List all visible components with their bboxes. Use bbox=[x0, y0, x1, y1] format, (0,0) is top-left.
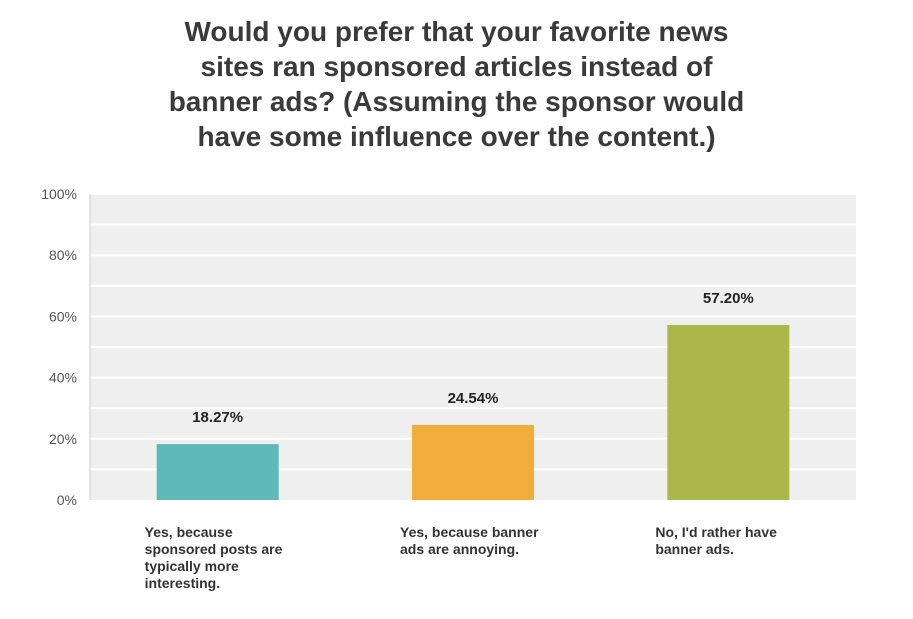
x-tick-label-line: Yes, because banner bbox=[400, 524, 539, 540]
y-tick-label: 100% bbox=[41, 186, 77, 202]
x-tick-label-line: ads are annoying. bbox=[400, 541, 520, 557]
bar bbox=[667, 324, 790, 500]
y-tick-label: 80% bbox=[49, 247, 77, 263]
y-tick-label: 60% bbox=[49, 308, 77, 324]
x-tick-label: Yes, because banner ads are annoying. bbox=[400, 524, 590, 558]
chart-title-line: have some influence over the content.) bbox=[197, 121, 716, 152]
chart-title-line: sites ran sponsored articles instead of bbox=[200, 51, 713, 82]
y-tick-label: 20% bbox=[49, 431, 77, 447]
x-tick-label: No, I'd rather have banner ads. bbox=[655, 524, 845, 558]
x-tick-label: Yes, because sponsored posts are typically… bbox=[145, 524, 335, 592]
data-label: 18.27% bbox=[192, 409, 243, 426]
chart-title-line: Would you prefer that your favorite news bbox=[184, 16, 729, 47]
x-tick-label-line: typically more bbox=[144, 558, 239, 574]
x-tick-label-line: No, I'd rather have bbox=[655, 524, 777, 540]
chart-title: Would you prefer that your favorite news… bbox=[0, 14, 913, 154]
bar bbox=[156, 444, 279, 500]
bar bbox=[412, 424, 534, 500]
x-tick-label-line: sponsored posts are bbox=[144, 541, 283, 557]
chart-title-line: banner ads? (Assuming the sponsor would bbox=[168, 86, 745, 117]
x-tick-label-line: interesting. bbox=[144, 575, 221, 591]
x-tick-label-line: Yes, because bbox=[144, 524, 233, 540]
x-tick-label-line: banner ads. bbox=[655, 541, 734, 557]
data-label: 57.20% bbox=[703, 290, 754, 307]
data-label: 24.54% bbox=[448, 390, 499, 407]
y-tick-label: 40% bbox=[49, 370, 77, 386]
y-tick-label: 0% bbox=[57, 492, 77, 508]
